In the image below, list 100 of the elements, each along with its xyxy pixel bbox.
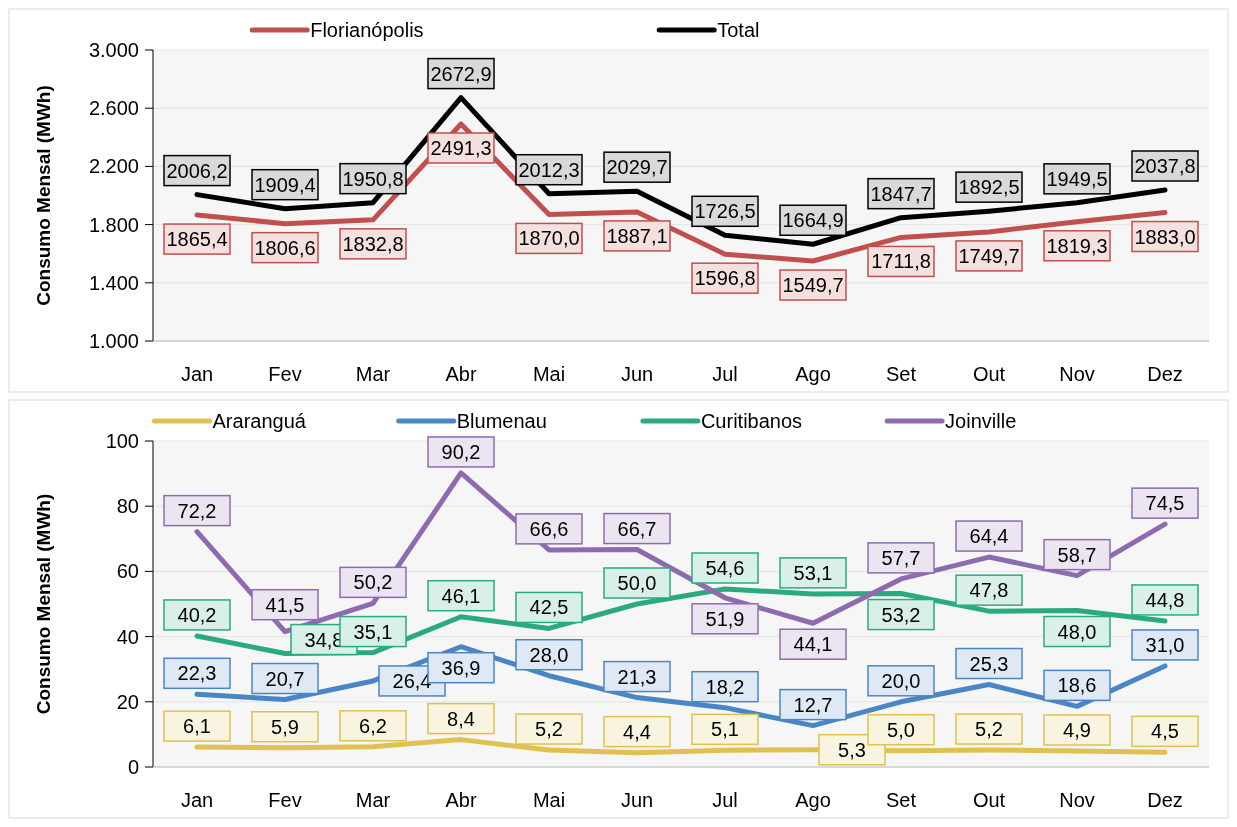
data-label: 51,9 [705,607,745,630]
data-label: 25,3 [969,652,1009,675]
data-label: 1664,9 [782,209,844,232]
data-label: 53,2 [881,603,921,626]
x-tick-label: Nov [1059,363,1095,385]
legend-label: Curitibanos [700,410,803,432]
data-label: 2037,8 [1134,155,1196,177]
x-tick-label: Fev [268,789,302,811]
data-label: 28,0 [529,643,569,666]
data-label: 5,2 [535,718,563,741]
x-tick-label: Jan [180,363,214,385]
y-tick-label: 2.600 [88,97,139,120]
data-label: 5,9 [271,715,299,738]
data-label: 12,7 [793,693,833,716]
x-tick-label: Dez [1147,789,1183,811]
y-tick-label: 1.000 [88,330,139,352]
data-label: 21,3 [617,665,657,688]
data-label: 1726,5 [694,200,756,223]
data-label: 47,8 [969,579,1009,602]
data-label: 1749,7 [958,244,1020,267]
data-label: 6,2 [359,714,387,737]
data-label: 1949,5 [1046,167,1108,190]
data-label: 64,4 [969,525,1009,548]
data-label: 5,3 [838,738,866,761]
x-tick-label: Jul [712,363,738,385]
x-tick-label: Mar [355,789,391,811]
data-label: 6,1 [183,715,211,738]
x-tick-label: Jun [620,789,654,811]
y-tick-label: 0 [127,756,139,778]
data-label: 1819,3 [1046,234,1108,257]
x-tick-label: Mai [532,789,566,811]
data-label: 31,0 [1145,633,1185,656]
data-label: 1847,7 [870,182,932,205]
data-label: 35,1 [353,620,393,643]
data-label: 41,5 [265,593,305,616]
data-label: 44,1 [793,633,833,656]
data-label: 4,9 [1063,719,1091,742]
y-tick-label: 80 [116,495,139,518]
data-label: 66,7 [617,517,657,540]
y-tick-label: 100 [105,430,139,452]
data-label: 50,2 [353,571,393,594]
x-tick-label: Abr [445,363,477,385]
data-label: 4,4 [623,720,651,743]
data-label: 42,5 [529,596,569,619]
data-label: 90,2 [441,440,481,463]
data-label: 1892,5 [958,176,1020,199]
data-label: 2012,3 [518,158,580,181]
data-label: 18,6 [1057,674,1097,697]
legend-label: Total [717,19,760,41]
data-label: 44,8 [1145,588,1185,611]
data-label: 48,0 [1057,620,1097,643]
x-tick-label: Ago [795,789,831,811]
data-label: 1711,8 [871,250,931,273]
data-label: 54,6 [705,557,745,579]
data-label: 53,1 [793,561,833,584]
x-tick-label: Nov [1059,789,1095,811]
data-label: 1806,6 [254,236,316,259]
data-label: 74,5 [1145,492,1185,515]
data-label: 72,2 [177,499,217,522]
y-tick-label: 40 [116,625,139,648]
data-label: 50,0 [617,572,657,594]
legend-label: Araranguá [212,410,307,432]
y-tick-label: 1.400 [88,271,139,294]
data-label: 1883,0 [1134,225,1196,248]
data-label: 1549,7 [782,274,844,297]
x-tick-label: Mai [532,363,566,385]
data-label: 36,9 [441,656,481,679]
data-label: 8,4 [447,707,475,730]
data-label: 1596,8 [694,267,756,290]
data-label: 1950,8 [342,167,404,190]
data-label: 5,1 [711,718,739,741]
x-tick-label: Abr [445,789,477,811]
data-label: 4,5 [1151,720,1179,743]
x-tick-label: Mar [355,363,391,385]
data-label: 2006,2 [166,159,228,182]
data-label: 22,3 [177,662,217,685]
data-label: 18,2 [705,675,745,698]
data-label: 2029,7 [606,156,668,179]
x-tick-label: Jun [620,363,654,385]
y-tick-label: 1.800 [88,213,139,236]
data-label: 57,7 [881,546,921,569]
data-label: 2672,9 [430,62,492,85]
data-label: 5,2 [975,718,1003,741]
y-axis-title: Consumo Mensal (MWh) [33,493,54,715]
data-label: 1832,8 [342,232,404,255]
data-label: 20,7 [265,667,305,690]
x-tick-label: Out [972,789,1006,811]
legend-label: Blumenau [456,410,547,432]
data-label: 40,2 [177,603,217,626]
data-label: 58,7 [1057,543,1097,566]
data-label: 1887,1 [606,224,668,247]
data-label: 1909,4 [254,173,316,196]
data-label: 66,6 [529,517,569,540]
legend-label: Florianópolis [310,19,424,41]
legend-label: Joinville [945,410,1017,432]
data-label: 5,0 [887,718,915,741]
y-tick-label: 60 [116,560,139,583]
data-label: 46,1 [441,584,481,607]
data-label: 1870,0 [518,227,580,250]
y-tick-label: 2.200 [88,155,139,178]
